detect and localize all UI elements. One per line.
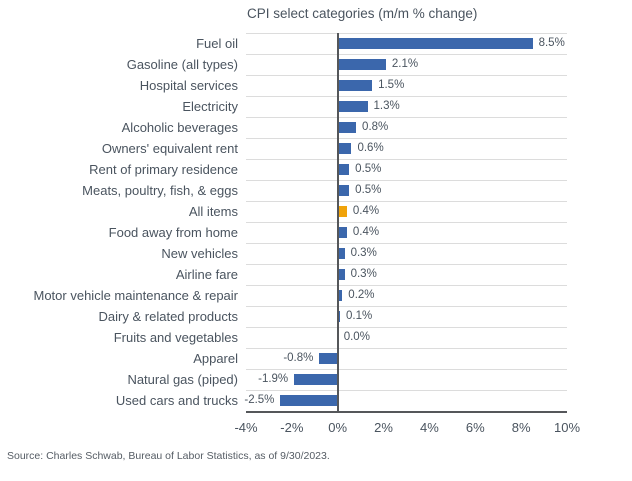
bar-value-label: 0.8% bbox=[362, 121, 389, 133]
category-label: All items bbox=[188, 204, 238, 219]
category-label: New vehicles bbox=[161, 246, 238, 261]
gridline bbox=[246, 138, 567, 139]
bar bbox=[337, 185, 350, 196]
bar-value-label: -2.5% bbox=[244, 394, 275, 406]
gridline bbox=[246, 348, 567, 349]
bar-value-label: 0.3% bbox=[350, 247, 377, 259]
gridline bbox=[246, 75, 567, 76]
x-tick-label: -2% bbox=[280, 420, 304, 435]
gridline bbox=[246, 54, 567, 55]
bar-value-label: 0.5% bbox=[355, 184, 382, 196]
gridline bbox=[246, 264, 567, 265]
category-label: Rent of primary residence bbox=[89, 162, 238, 177]
category-label: Owners' equivalent rent bbox=[101, 141, 238, 156]
gridline bbox=[246, 369, 567, 370]
category-label: Hospital services bbox=[139, 78, 238, 93]
bar-value-label: 0.3% bbox=[350, 268, 377, 280]
bar-value-label: 1.3% bbox=[373, 100, 400, 112]
x-axis-ticks: -4% -2% 0% 2% 4% 6% 8% 10% bbox=[234, 420, 580, 438]
bar-value-label: 0.4% bbox=[352, 205, 380, 217]
bar bbox=[319, 353, 338, 364]
gridline bbox=[246, 33, 567, 34]
gridline bbox=[246, 327, 567, 328]
gridline bbox=[246, 159, 567, 160]
x-tick-label: 2% bbox=[374, 420, 393, 435]
bar-value-label: 8.5% bbox=[538, 37, 565, 49]
x-tick-label: 6% bbox=[465, 420, 485, 435]
category-label: Airline fare bbox=[175, 267, 238, 282]
bar bbox=[337, 311, 340, 322]
category-label: Gasoline (all types) bbox=[126, 57, 238, 72]
bar bbox=[337, 164, 350, 175]
category-label: Used cars and trucks bbox=[115, 393, 238, 408]
bar bbox=[337, 227, 347, 238]
bar bbox=[337, 101, 368, 112]
category-label: Natural gas (piped) bbox=[127, 372, 238, 387]
x-tick-label: 0% bbox=[328, 420, 348, 435]
bar-value-label: 2.1% bbox=[391, 58, 419, 70]
gridline bbox=[246, 306, 567, 307]
source-note: Source: Charles Schwab, Bureau of Labor … bbox=[7, 450, 330, 462]
category-label: Fruits and vegetables bbox=[113, 330, 238, 345]
bar bbox=[337, 206, 347, 217]
bar-value-label: 0.1% bbox=[346, 310, 373, 322]
category-label: Electricity bbox=[182, 99, 238, 114]
bar bbox=[337, 38, 533, 49]
bar bbox=[337, 290, 343, 301]
x-tick-label: 8% bbox=[511, 420, 531, 435]
bar bbox=[337, 269, 345, 280]
gridline bbox=[246, 180, 567, 181]
bar-value-label: -0.8% bbox=[283, 352, 314, 364]
category-label: Fuel oil bbox=[196, 36, 238, 51]
gridline bbox=[246, 243, 567, 244]
bar-value-label: 0.5% bbox=[355, 163, 382, 175]
bar-value-label: 0.2% bbox=[348, 289, 375, 301]
bar bbox=[294, 374, 338, 385]
category-label: Motor vehicle maintenance & repair bbox=[33, 288, 239, 303]
chart-title: CPI select categories (m/m % change) bbox=[247, 6, 478, 21]
gridline bbox=[246, 390, 567, 391]
gridline bbox=[246, 117, 567, 118]
category-label: Alcoholic beverages bbox=[121, 120, 238, 135]
bar bbox=[337, 248, 345, 259]
gridline bbox=[246, 222, 567, 223]
category-label: Food away from home bbox=[108, 225, 238, 240]
bar bbox=[337, 122, 357, 133]
bar-value-label: -1.9% bbox=[258, 373, 289, 385]
x-tick-label: 4% bbox=[420, 420, 439, 435]
gridline bbox=[246, 96, 567, 97]
plot-area: 8.5% 2.1% 1.5% 1.3% 0.8% 0.6% 0.5% 0.5% 0.4% 0.4%… bbox=[244, 33, 567, 413]
bar-value-label: 0.0% bbox=[343, 331, 370, 343]
x-tick-label: 10% bbox=[553, 420, 581, 435]
zero-axis-line bbox=[336, 33, 339, 411]
x-axis-line bbox=[246, 411, 567, 413]
category-label: Meats, poultry, fish, & eggs bbox=[82, 183, 238, 198]
gridline bbox=[246, 201, 567, 202]
bar-value-label: 0.6% bbox=[357, 142, 384, 154]
category-label: Apparel bbox=[193, 351, 238, 366]
bar bbox=[337, 80, 373, 91]
bar-value-label: 1.5% bbox=[378, 79, 405, 91]
bar bbox=[280, 395, 338, 406]
x-tick-label: -4% bbox=[234, 420, 258, 435]
category-label: Dairy & related products bbox=[98, 309, 238, 324]
gridline bbox=[246, 285, 567, 286]
bar bbox=[337, 143, 352, 154]
bar bbox=[337, 59, 386, 70]
bar-value-label: 0.4% bbox=[352, 226, 380, 238]
